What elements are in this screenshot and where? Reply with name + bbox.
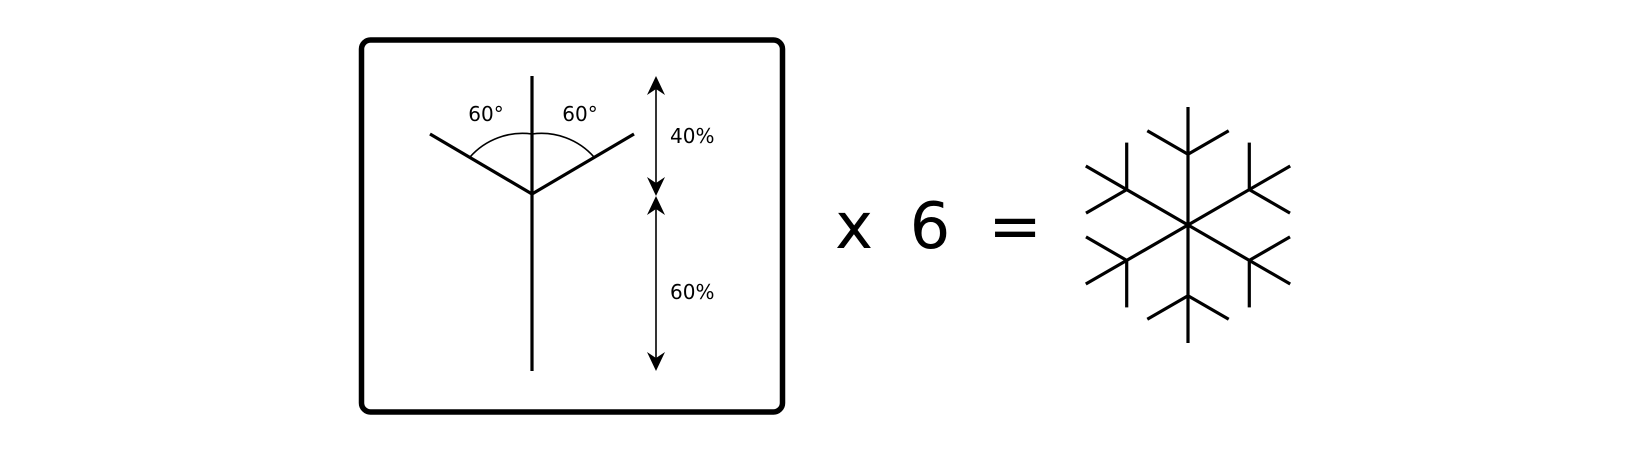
angle-label-right: 60° (562, 102, 597, 126)
snowflake-arm-6-branch-left (1086, 190, 1127, 214)
snowflake-arm-2-branch-right (1249, 190, 1290, 214)
snowflake-arm-6 (1086, 166, 1188, 225)
angle-label-left: 60° (468, 102, 503, 126)
arm-branch-left (430, 134, 532, 194)
snowflake-result (1086, 107, 1290, 343)
snowflake-arm-3-branch-left (1249, 237, 1290, 261)
snowflake-arm-1-branch-right (1188, 131, 1229, 155)
snowflake-arm-5 (1086, 225, 1188, 284)
snowflake-arm-2 (1188, 166, 1290, 225)
multiply-symbol: x (835, 190, 873, 264)
angle-arc-right (532, 133, 594, 157)
angle-arc-left (470, 133, 532, 157)
equals-symbol: = (988, 190, 1042, 264)
upper-share-label: 40% (670, 124, 714, 148)
snowflake-arm-4-branch-left (1188, 296, 1229, 320)
snowflake-arm-5-branch-right (1086, 237, 1127, 261)
arm-frame (362, 40, 783, 412)
snowflake-arm-4-branch-right (1147, 296, 1188, 320)
snowflake-arm-3 (1188, 225, 1290, 284)
arm-branch-right (532, 134, 634, 194)
lower-share-label: 60% (670, 280, 714, 304)
multiplier-value: 6 (910, 190, 951, 264)
snowflake-arm-1-branch-left (1147, 131, 1188, 155)
